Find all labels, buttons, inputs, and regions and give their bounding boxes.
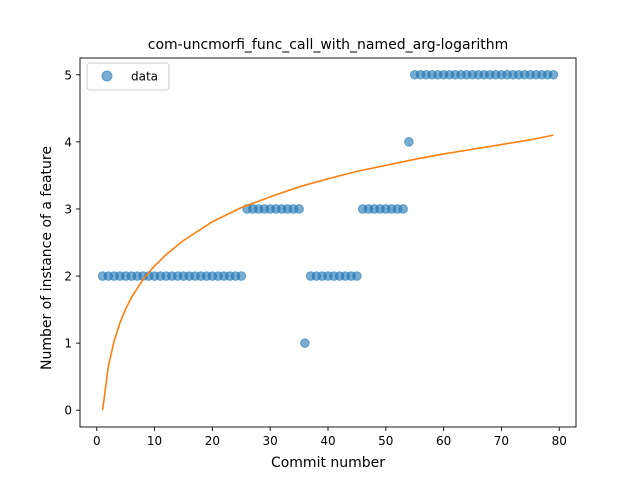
x-tick-label: 0 (93, 434, 101, 448)
plot-area: 0 10 20 30 40 50 60 70 80 0 1 2 3 4 5 (64, 57, 577, 448)
fit-line (101, 134, 554, 411)
data-point (548, 69, 559, 80)
y-tick-label: 1 (64, 337, 72, 351)
x-axis-label: Commit number (271, 455, 385, 471)
x-tick-label: 50 (378, 434, 393, 448)
x-tick-label: 80 (552, 434, 567, 448)
x-tick-label: 20 (205, 434, 220, 448)
y-tick-label: 5 (64, 68, 72, 82)
x-tick-label: 70 (494, 434, 509, 448)
y-tick-label: 4 (64, 135, 72, 149)
y-tick-label: 3 (64, 202, 72, 216)
x-tick-label: 40 (320, 434, 335, 448)
x-tick-label: 60 (436, 434, 451, 448)
x-tick-label: 10 (147, 434, 162, 448)
y-axis-label: Number of instance of a feature (39, 146, 55, 370)
y-tick-label: 0 (64, 404, 72, 418)
data-point (398, 204, 408, 214)
data-point (352, 271, 362, 281)
data-point (236, 271, 247, 281)
legend-marker-data (101, 70, 113, 82)
legend: data (86, 62, 170, 91)
data-point (404, 137, 414, 147)
legend-box (86, 62, 170, 91)
y-tick-label: 2 (64, 270, 72, 284)
chart-title: com-uncmorfi_func_call_with_named_arg-lo… (148, 37, 509, 53)
legend-entry-data: data (131, 70, 158, 84)
data-point (294, 204, 304, 214)
data-point (300, 338, 310, 348)
x-tick-label: 30 (263, 434, 278, 448)
